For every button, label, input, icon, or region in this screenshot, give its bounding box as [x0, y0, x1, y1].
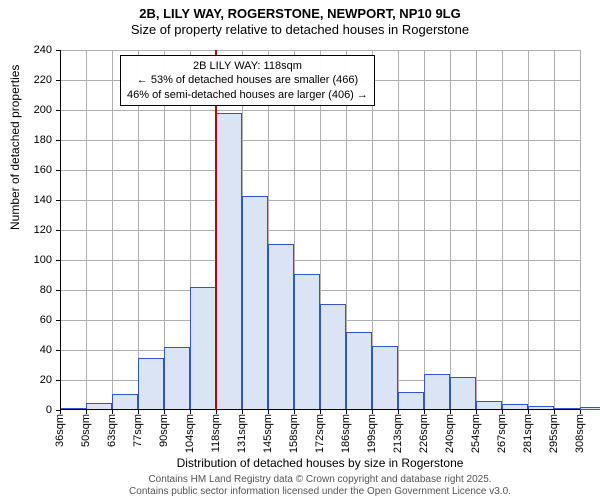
- grid-line-v: [528, 50, 529, 410]
- histogram-bar: [190, 287, 216, 410]
- histogram-bar: [164, 347, 190, 410]
- y-tick-label: 100: [34, 254, 52, 266]
- info-box-line3: 46% of semi-detached houses are larger (…: [127, 88, 368, 102]
- title-line2: Size of property relative to detached ho…: [0, 22, 600, 38]
- info-box-line1: 2B LILY WAY: 118sqm: [127, 59, 368, 73]
- y-tick-label: 180: [34, 134, 52, 146]
- x-tick-label: 267sqm: [496, 414, 508, 453]
- histogram-bar: [424, 374, 450, 410]
- title-block: 2B, LILY WAY, ROGERSTONE, NEWPORT, NP10 …: [0, 0, 600, 39]
- info-box: 2B LILY WAY: 118sqm← 53% of detached hou…: [120, 55, 375, 106]
- histogram-bar: [450, 377, 476, 410]
- x-tick-label: 158sqm: [288, 414, 300, 453]
- grid-line-v: [580, 50, 581, 410]
- grid-line-v: [112, 50, 113, 410]
- grid-line-v: [424, 50, 425, 410]
- histogram-bar: [346, 332, 372, 410]
- title-line1: 2B, LILY WAY, ROGERSTONE, NEWPORT, NP10 …: [0, 6, 600, 22]
- histogram-bar: [294, 274, 320, 411]
- x-tick-label: 63sqm: [106, 414, 118, 447]
- x-tick-label: 145sqm: [262, 414, 274, 453]
- histogram-bar: [372, 346, 398, 411]
- grid-line-v: [450, 50, 451, 410]
- histogram-bar: [242, 196, 268, 411]
- x-tick-label: 131sqm: [236, 414, 248, 453]
- y-axis-line: [60, 50, 61, 410]
- y-tick-label: 240: [34, 44, 52, 56]
- info-box-line2: ← 53% of detached houses are smaller (46…: [127, 73, 368, 87]
- y-tick-label: 40: [40, 344, 52, 356]
- chart-container: 2B, LILY WAY, ROGERSTONE, NEWPORT, NP10 …: [0, 0, 600, 500]
- x-tick-label: 226sqm: [418, 414, 430, 453]
- histogram-bar: [268, 244, 294, 411]
- grid-line-v: [398, 50, 399, 410]
- x-tick-label: 77sqm: [132, 414, 144, 447]
- y-tick-label: 120: [34, 224, 52, 236]
- footer-line2: Contains public sector information licen…: [60, 486, 580, 497]
- histogram-bar: [580, 407, 600, 410]
- footer-line1: Contains HM Land Registry data © Crown c…: [60, 474, 580, 485]
- x-tick-label: 295sqm: [548, 414, 560, 453]
- grid-line-v: [502, 50, 503, 410]
- y-tick-label: 140: [34, 194, 52, 206]
- y-tick-label: 60: [40, 314, 52, 326]
- x-tick-label: 36sqm: [54, 414, 66, 447]
- y-tick-label: 80: [40, 284, 52, 296]
- x-tick-label: 186sqm: [340, 414, 352, 453]
- x-axis-label: Distribution of detached houses by size …: [60, 456, 580, 470]
- x-tick-label: 104sqm: [184, 414, 196, 453]
- y-tick-labels: 020406080100120140160180200220240: [0, 50, 56, 410]
- y-tick-label: 160: [34, 164, 52, 176]
- x-tick-label: 50sqm: [80, 414, 92, 447]
- x-tick-label: 90sqm: [158, 414, 170, 447]
- histogram-bar: [138, 358, 164, 411]
- histogram-bar: [216, 113, 242, 410]
- histogram-bar: [398, 392, 424, 410]
- x-tick-label: 172sqm: [314, 414, 326, 453]
- y-tick-label: 200: [34, 104, 52, 116]
- y-tick-label: 0: [46, 404, 52, 416]
- histogram-bar: [320, 304, 346, 411]
- grid-line-v: [86, 50, 87, 410]
- histogram-bar: [112, 394, 138, 411]
- x-tick-label: 254sqm: [470, 414, 482, 453]
- x-tick-label: 118sqm: [210, 414, 222, 452]
- x-tick-label: 308sqm: [574, 414, 586, 453]
- x-tick-label: 240sqm: [444, 414, 456, 453]
- plot-area: 2B LILY WAY: 118sqm← 53% of detached hou…: [60, 50, 580, 410]
- x-tick-label: 213sqm: [392, 414, 404, 453]
- x-tick-label: 199sqm: [366, 414, 378, 453]
- grid-line-v: [554, 50, 555, 410]
- y-tick-label: 20: [40, 374, 52, 386]
- x-tick-label: 281sqm: [522, 414, 534, 453]
- grid-line-v: [476, 50, 477, 410]
- y-tick-label: 220: [34, 74, 52, 86]
